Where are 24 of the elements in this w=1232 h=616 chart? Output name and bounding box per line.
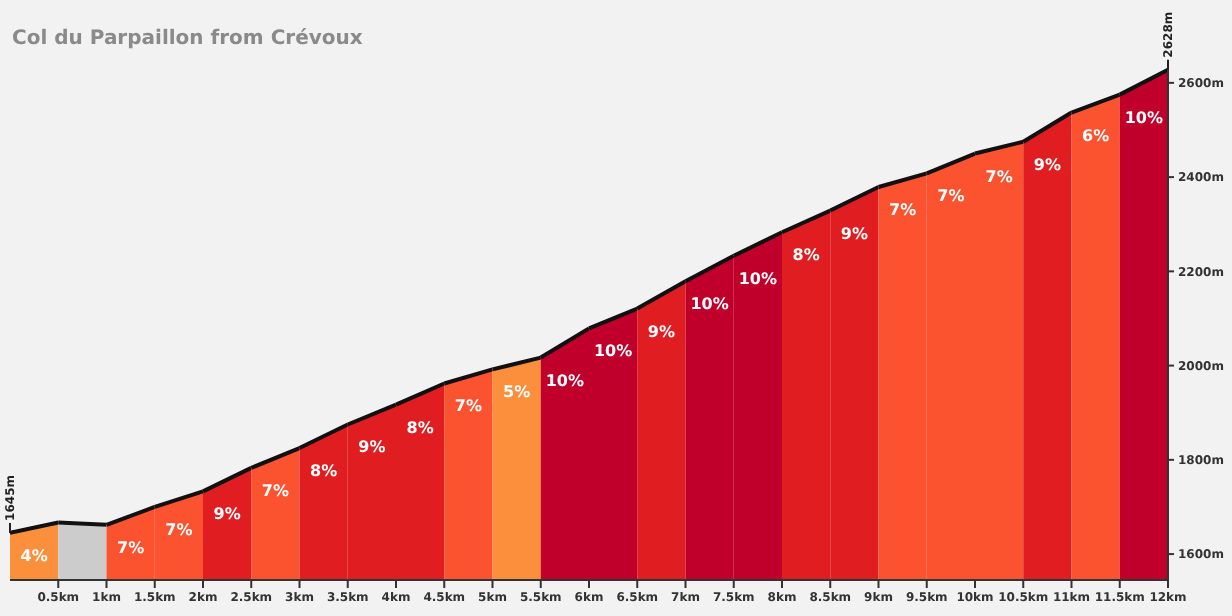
series-label: 8%	[406, 418, 434, 437]
series-label: 10%	[1124, 108, 1164, 127]
series-label: 10%	[545, 371, 585, 390]
series-label: 6%	[1082, 126, 1110, 145]
series-label: 9%	[647, 322, 675, 341]
series-label: 9%	[840, 224, 868, 243]
chart-title: Col du Parpaillon from Crévoux	[12, 28, 363, 50]
series-label: 7%	[117, 538, 145, 557]
series-label: 10%	[738, 269, 778, 288]
series-label: 8%	[792, 246, 820, 265]
series-label: 4%	[20, 546, 48, 565]
series-label: 7%	[985, 167, 1013, 186]
series-label: 10%	[690, 295, 729, 314]
series-label: 7%	[937, 187, 965, 206]
series-label: 7%	[165, 520, 193, 539]
series-label: 9%	[358, 438, 386, 457]
series-label: 9%	[1033, 155, 1061, 174]
series-label: 8%	[310, 462, 338, 481]
series-label: 7%	[454, 397, 482, 416]
series-label: 9%	[213, 505, 241, 524]
series-label: 7%	[889, 200, 917, 219]
series-label: 5%	[503, 383, 531, 402]
series-label: 7%	[261, 481, 289, 500]
series-label: 10%	[593, 342, 633, 361]
